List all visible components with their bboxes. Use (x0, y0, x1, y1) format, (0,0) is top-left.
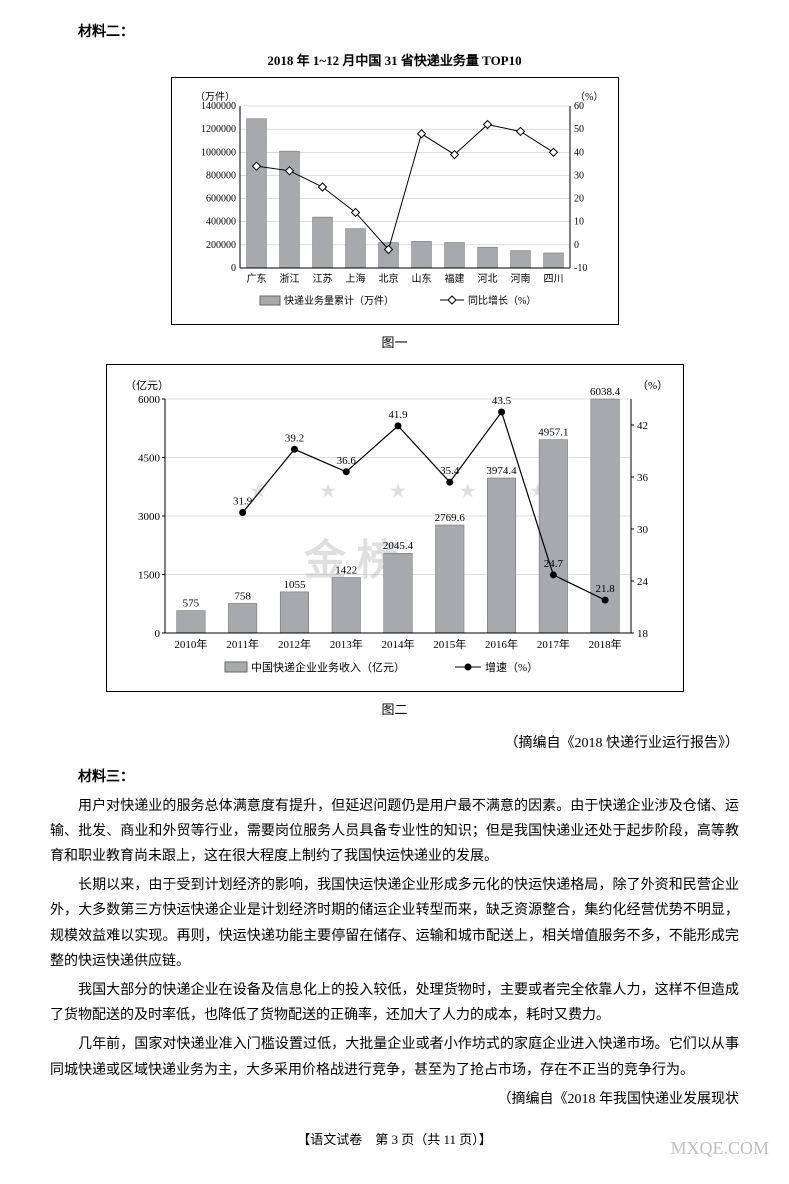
svg-text:18: 18 (637, 628, 649, 640)
para2: 长期以来，由于受到计划经济的影响，我国快运快递企业形成多元化的快运快递格局，除了… (50, 873, 739, 974)
svg-text:0: 0 (231, 263, 236, 274)
svg-text:2011年: 2011年 (226, 637, 259, 651)
svg-text:★: ★ (389, 480, 407, 502)
svg-text:★: ★ (319, 480, 337, 502)
svg-text:36: 36 (637, 472, 649, 484)
chart2-caption: 图二 (50, 698, 739, 721)
svg-text:1000000: 1000000 (201, 147, 236, 158)
svg-text:30: 30 (637, 524, 649, 536)
svg-text:（亿元）: （亿元） (125, 379, 169, 392)
page-footer: 【语文试卷 第 3 页（共 11 页）】 (50, 1128, 739, 1151)
svg-text:2017年: 2017年 (536, 637, 569, 651)
svg-text:2045.4: 2045.4 (382, 540, 413, 552)
svg-text:600000: 600000 (206, 193, 236, 204)
svg-text:1400000: 1400000 (201, 101, 236, 112)
svg-text:43.5: 43.5 (491, 395, 511, 407)
svg-text:福建: 福建 (444, 272, 464, 285)
svg-text:四川: 四川 (543, 274, 563, 285)
chart1-svg: （万件）（%）020000040000060000080000010000001… (180, 86, 610, 316)
svg-text:河南: 河南 (510, 272, 530, 285)
svg-text:50: 50 (574, 124, 584, 135)
svg-text:4500: 4500 (138, 452, 161, 464)
svg-text:21.8: 21.8 (595, 583, 615, 595)
chart1-title: 2018 年 1~12 月中国 31 省快递业务量 TOP10 (50, 49, 739, 72)
svg-text:2769.6: 2769.6 (434, 512, 465, 524)
svg-text:2018年: 2018年 (588, 637, 621, 651)
svg-text:41.9: 41.9 (388, 409, 408, 421)
svg-text:40: 40 (574, 147, 584, 158)
svg-text:575: 575 (182, 598, 199, 610)
svg-text:2010年: 2010年 (174, 637, 207, 651)
svg-text:山东: 山东 (411, 272, 431, 285)
chart2-container: ★★★★★金 榜（亿元）（%）0150030004500600018243036… (50, 364, 739, 692)
svg-text:上海: 上海 (345, 272, 365, 285)
svg-text:0: 0 (574, 239, 579, 250)
svg-text:24: 24 (637, 576, 649, 588)
svg-text:1422: 1422 (335, 565, 357, 577)
svg-text:（%）: （%） (637, 379, 668, 392)
svg-text:4957.1: 4957.1 (538, 427, 568, 439)
svg-text:北京: 北京 (378, 272, 398, 285)
svg-text:河北: 河北 (477, 273, 497, 285)
svg-text:广东: 广东 (246, 272, 266, 285)
svg-text:200000: 200000 (206, 239, 236, 250)
svg-text:2016年: 2016年 (485, 637, 518, 651)
svg-text:6000: 6000 (138, 394, 161, 406)
chart1-caption: 图一 (50, 331, 739, 354)
svg-text:60: 60 (574, 101, 584, 112)
svg-text:2015年: 2015年 (433, 637, 466, 651)
svg-text:31.9: 31.9 (233, 496, 253, 508)
svg-text:10: 10 (574, 216, 584, 227)
chart1-container: （万件）（%）020000040000060000080000010000001… (50, 77, 739, 325)
svg-text:★: ★ (458, 480, 476, 502)
svg-text:1200000: 1200000 (201, 124, 236, 135)
svg-text:400000: 400000 (206, 216, 236, 227)
svg-text:快递业务量累计（万件）: 快递业务量累计（万件） (284, 294, 394, 307)
svg-text:36.6: 36.6 (336, 455, 356, 467)
svg-text:2013年: 2013年 (329, 637, 362, 651)
svg-text:1500: 1500 (138, 569, 161, 581)
svg-text:3000: 3000 (138, 511, 161, 523)
svg-text:24.7: 24.7 (543, 558, 563, 570)
svg-text:6038.4: 6038.4 (589, 386, 620, 398)
para4: 几年前，国家对快递业准入门槛设置过低，大批量企业或者小作坊式的家庭企业进入快递市… (50, 1032, 739, 1082)
svg-text:758: 758 (234, 590, 251, 602)
source-material3: （摘编自《2018 年我国快递业发展现状 (50, 1087, 739, 1112)
svg-text:2014年: 2014年 (381, 637, 414, 651)
para3: 我国大部分的快递企业在设备及信息化上的投入较低，处理货物时，主要或者完全依靠人力… (50, 978, 739, 1028)
svg-text:3974.4: 3974.4 (486, 465, 517, 477)
chart2-svg: ★★★★★金 榜（亿元）（%）0150030004500600018243036… (115, 373, 675, 683)
svg-text:-10: -10 (574, 263, 587, 274)
svg-text:39.2: 39.2 (284, 432, 303, 444)
svg-text:42: 42 (637, 420, 648, 432)
svg-text:增速（%）: 增速（%） (485, 660, 538, 674)
svg-text:1055: 1055 (283, 579, 306, 591)
section3-title: 材料三： (50, 765, 739, 790)
svg-text:2012年: 2012年 (277, 637, 310, 651)
section2-title: 材料二： (50, 20, 739, 45)
svg-text:20: 20 (574, 193, 584, 204)
svg-text:中国快递企业业务收入（亿元）: 中国快递企业业务收入（亿元） (251, 660, 405, 674)
svg-text:0: 0 (154, 628, 160, 640)
svg-text:30: 30 (574, 170, 584, 181)
svg-text:同比增长（%）: 同比增长（%） (468, 294, 536, 307)
para1: 用户对快递业的服务总体满意度有提升，但延迟问题仍是用户最不满意的因素。由于快递企… (50, 794, 739, 870)
source-material2: （摘编自《2018 快递行业运行报告》） (50, 731, 739, 756)
svg-text:江苏: 江苏 (312, 272, 332, 285)
svg-text:浙江: 浙江 (279, 273, 299, 285)
svg-text:35.4: 35.4 (440, 465, 460, 477)
svg-text:800000: 800000 (206, 170, 236, 181)
